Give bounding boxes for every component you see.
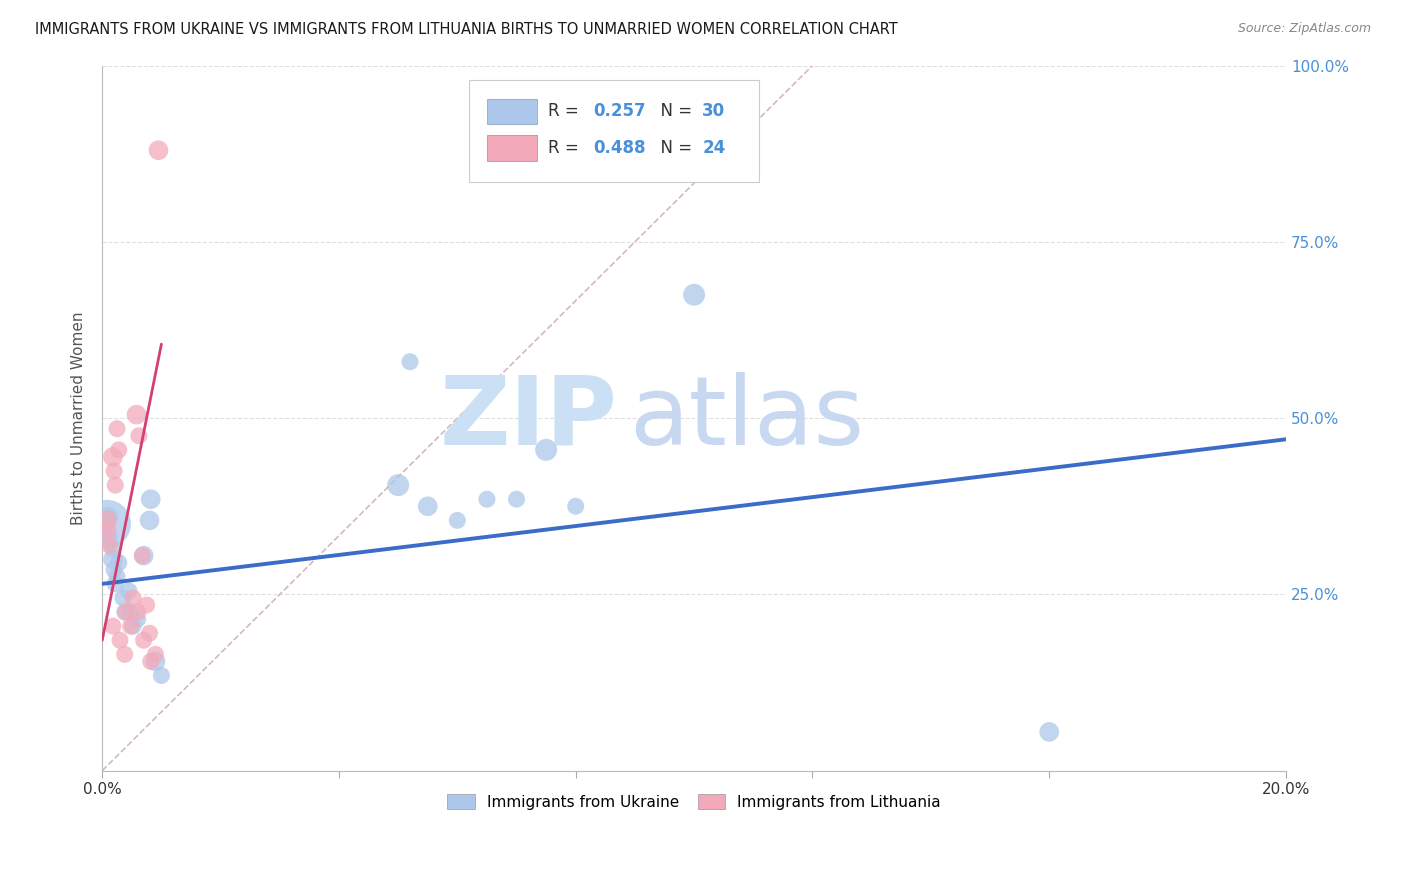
Point: [683, 287, 706, 301]
Point: [132, 549, 155, 563]
Point: [138, 513, 160, 527]
Point: [101, 619, 124, 633]
Point: [399, 355, 422, 369]
Point: [139, 492, 162, 507]
Point: [387, 478, 409, 492]
Point: [150, 668, 173, 682]
Point: [97, 524, 120, 538]
Point: [505, 492, 527, 507]
Text: 30: 30: [703, 103, 725, 120]
Text: N =: N =: [651, 103, 697, 120]
Text: ZIP: ZIP: [439, 372, 617, 465]
Point: [135, 598, 157, 612]
Text: IMMIGRANTS FROM UKRAINE VS IMMIGRANTS FROM LITHUANIA BIRTHS TO UNMARRIED WOMEN C: IMMIGRANTS FROM UKRAINE VS IMMIGRANTS FR…: [35, 22, 898, 37]
Point: [1038, 725, 1060, 739]
Point: [115, 605, 138, 619]
Point: [108, 633, 131, 648]
Text: R =: R =: [548, 103, 585, 120]
Point: [114, 605, 136, 619]
Point: [105, 422, 128, 436]
FancyBboxPatch shape: [470, 79, 759, 182]
Text: N =: N =: [651, 139, 697, 157]
Point: [105, 570, 128, 584]
Point: [96, 513, 118, 527]
Point: [103, 464, 125, 478]
Point: [118, 583, 141, 598]
Point: [98, 531, 121, 545]
Point: [138, 626, 160, 640]
Point: [145, 654, 167, 668]
Legend: Immigrants from Ukraine, Immigrants from Lithuania: Immigrants from Ukraine, Immigrants from…: [441, 788, 948, 816]
Text: R =: R =: [548, 139, 585, 157]
Point: [98, 538, 121, 552]
Point: [120, 619, 142, 633]
Point: [114, 648, 136, 662]
Point: [101, 541, 124, 556]
Point: [104, 577, 127, 591]
Point: [145, 648, 167, 662]
Point: [104, 478, 127, 492]
Point: [122, 591, 145, 605]
Point: [122, 619, 145, 633]
Text: 0.257: 0.257: [593, 103, 647, 120]
Point: [120, 605, 142, 619]
FancyBboxPatch shape: [486, 136, 537, 161]
Point: [475, 492, 498, 507]
Point: [103, 563, 125, 577]
Point: [127, 612, 149, 626]
Point: [564, 500, 586, 514]
Point: [125, 408, 148, 422]
Point: [132, 633, 155, 648]
Point: [446, 513, 468, 527]
Point: [131, 549, 153, 563]
FancyBboxPatch shape: [486, 99, 537, 124]
Text: atlas: atlas: [628, 372, 865, 465]
Point: [416, 500, 439, 514]
Point: [96, 516, 118, 531]
Text: 0.488: 0.488: [593, 139, 645, 157]
Text: Source: ZipAtlas.com: Source: ZipAtlas.com: [1237, 22, 1371, 36]
Point: [107, 442, 129, 457]
Point: [101, 450, 124, 464]
Point: [127, 605, 149, 619]
Point: [101, 552, 124, 566]
Point: [148, 143, 170, 157]
Point: [107, 556, 129, 570]
Point: [97, 509, 120, 524]
Text: 24: 24: [703, 139, 725, 157]
Point: [534, 442, 557, 457]
Point: [111, 591, 134, 605]
Point: [128, 429, 150, 443]
Point: [139, 654, 162, 668]
Y-axis label: Births to Unmarried Women: Births to Unmarried Women: [72, 311, 86, 524]
